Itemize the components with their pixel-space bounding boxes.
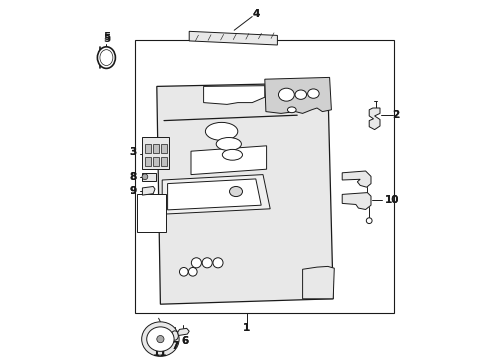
- Ellipse shape: [202, 258, 212, 268]
- Polygon shape: [265, 77, 331, 113]
- Text: 5: 5: [103, 32, 110, 42]
- Text: 7: 7: [171, 341, 178, 351]
- Text: 2: 2: [392, 110, 400, 120]
- Polygon shape: [369, 108, 380, 130]
- Ellipse shape: [142, 174, 148, 180]
- Ellipse shape: [295, 90, 307, 99]
- Ellipse shape: [157, 336, 164, 343]
- Text: 8: 8: [130, 172, 137, 182]
- Ellipse shape: [216, 138, 242, 150]
- Ellipse shape: [213, 258, 223, 268]
- Text: 6: 6: [181, 336, 188, 346]
- Polygon shape: [342, 171, 371, 187]
- Polygon shape: [191, 146, 267, 175]
- Text: 9: 9: [130, 186, 137, 196]
- Ellipse shape: [100, 50, 113, 66]
- Ellipse shape: [98, 47, 116, 68]
- Text: 3: 3: [130, 147, 137, 157]
- Ellipse shape: [229, 186, 243, 197]
- Text: 5: 5: [103, 34, 110, 44]
- Bar: [145, 157, 151, 166]
- Ellipse shape: [142, 322, 179, 356]
- Polygon shape: [189, 31, 277, 45]
- Bar: [161, 144, 167, 153]
- Polygon shape: [303, 266, 334, 299]
- Ellipse shape: [288, 107, 296, 113]
- Ellipse shape: [147, 327, 174, 351]
- Ellipse shape: [192, 258, 201, 268]
- Text: 4: 4: [252, 9, 260, 19]
- Ellipse shape: [171, 331, 178, 340]
- Bar: [153, 144, 159, 153]
- Polygon shape: [204, 86, 265, 104]
- Ellipse shape: [189, 267, 197, 276]
- Bar: [143, 137, 170, 169]
- Polygon shape: [168, 179, 261, 210]
- Polygon shape: [162, 175, 270, 214]
- Bar: [137, 194, 166, 232]
- Text: 2: 2: [392, 110, 400, 120]
- Bar: [143, 173, 156, 181]
- Ellipse shape: [278, 88, 294, 101]
- Ellipse shape: [222, 149, 243, 160]
- Text: 10: 10: [385, 195, 399, 205]
- Text: 10: 10: [385, 195, 399, 205]
- Text: 6: 6: [181, 336, 188, 346]
- Text: 7: 7: [171, 341, 178, 351]
- Text: 3: 3: [130, 147, 137, 157]
- Text: 4: 4: [252, 9, 260, 19]
- Bar: [153, 157, 159, 166]
- Ellipse shape: [179, 267, 188, 276]
- Text: 11: 11: [153, 348, 168, 358]
- Polygon shape: [342, 193, 371, 210]
- Bar: [161, 157, 167, 166]
- Text: 11: 11: [153, 348, 168, 358]
- Text: 1: 1: [243, 323, 250, 333]
- Ellipse shape: [308, 89, 319, 98]
- Polygon shape: [178, 328, 189, 336]
- Bar: [145, 144, 151, 153]
- Bar: [135, 40, 394, 313]
- Text: 9: 9: [130, 186, 137, 196]
- Polygon shape: [157, 83, 333, 304]
- Text: 1: 1: [243, 323, 250, 333]
- Text: 8: 8: [130, 172, 137, 182]
- Ellipse shape: [205, 122, 238, 140]
- Polygon shape: [143, 186, 155, 195]
- Ellipse shape: [367, 218, 372, 224]
